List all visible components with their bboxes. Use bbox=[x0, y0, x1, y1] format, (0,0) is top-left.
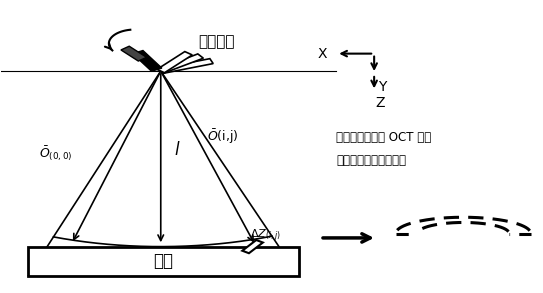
Text: $l$: $l$ bbox=[174, 141, 181, 159]
Text: X: X bbox=[318, 47, 327, 61]
Polygon shape bbox=[121, 46, 147, 61]
Text: $\Delta Z_{(i,j)}$: $\Delta Z_{(i,j)}$ bbox=[250, 227, 281, 244]
Text: Y: Y bbox=[378, 80, 387, 94]
Text: 传统傅里叶变换 OCT 图像: 传统傅里叶变换 OCT 图像 bbox=[336, 131, 432, 144]
Text: 复原后，样本失真示意: 复原后，样本失真示意 bbox=[336, 154, 406, 167]
Text: 样本: 样本 bbox=[154, 252, 173, 270]
Bar bbox=[28, 247, 299, 276]
Polygon shape bbox=[158, 54, 204, 73]
Text: $\bar{O}$(i,j): $\bar{O}$(i,j) bbox=[207, 127, 238, 146]
Polygon shape bbox=[242, 240, 263, 253]
Polygon shape bbox=[132, 50, 162, 71]
Polygon shape bbox=[159, 59, 213, 74]
Text: 扫描机构: 扫描机构 bbox=[199, 35, 235, 50]
Text: Z: Z bbox=[376, 96, 386, 110]
Text: $\bar{O}_{(0,0)}$: $\bar{O}_{(0,0)}$ bbox=[39, 144, 73, 163]
Polygon shape bbox=[157, 52, 192, 73]
